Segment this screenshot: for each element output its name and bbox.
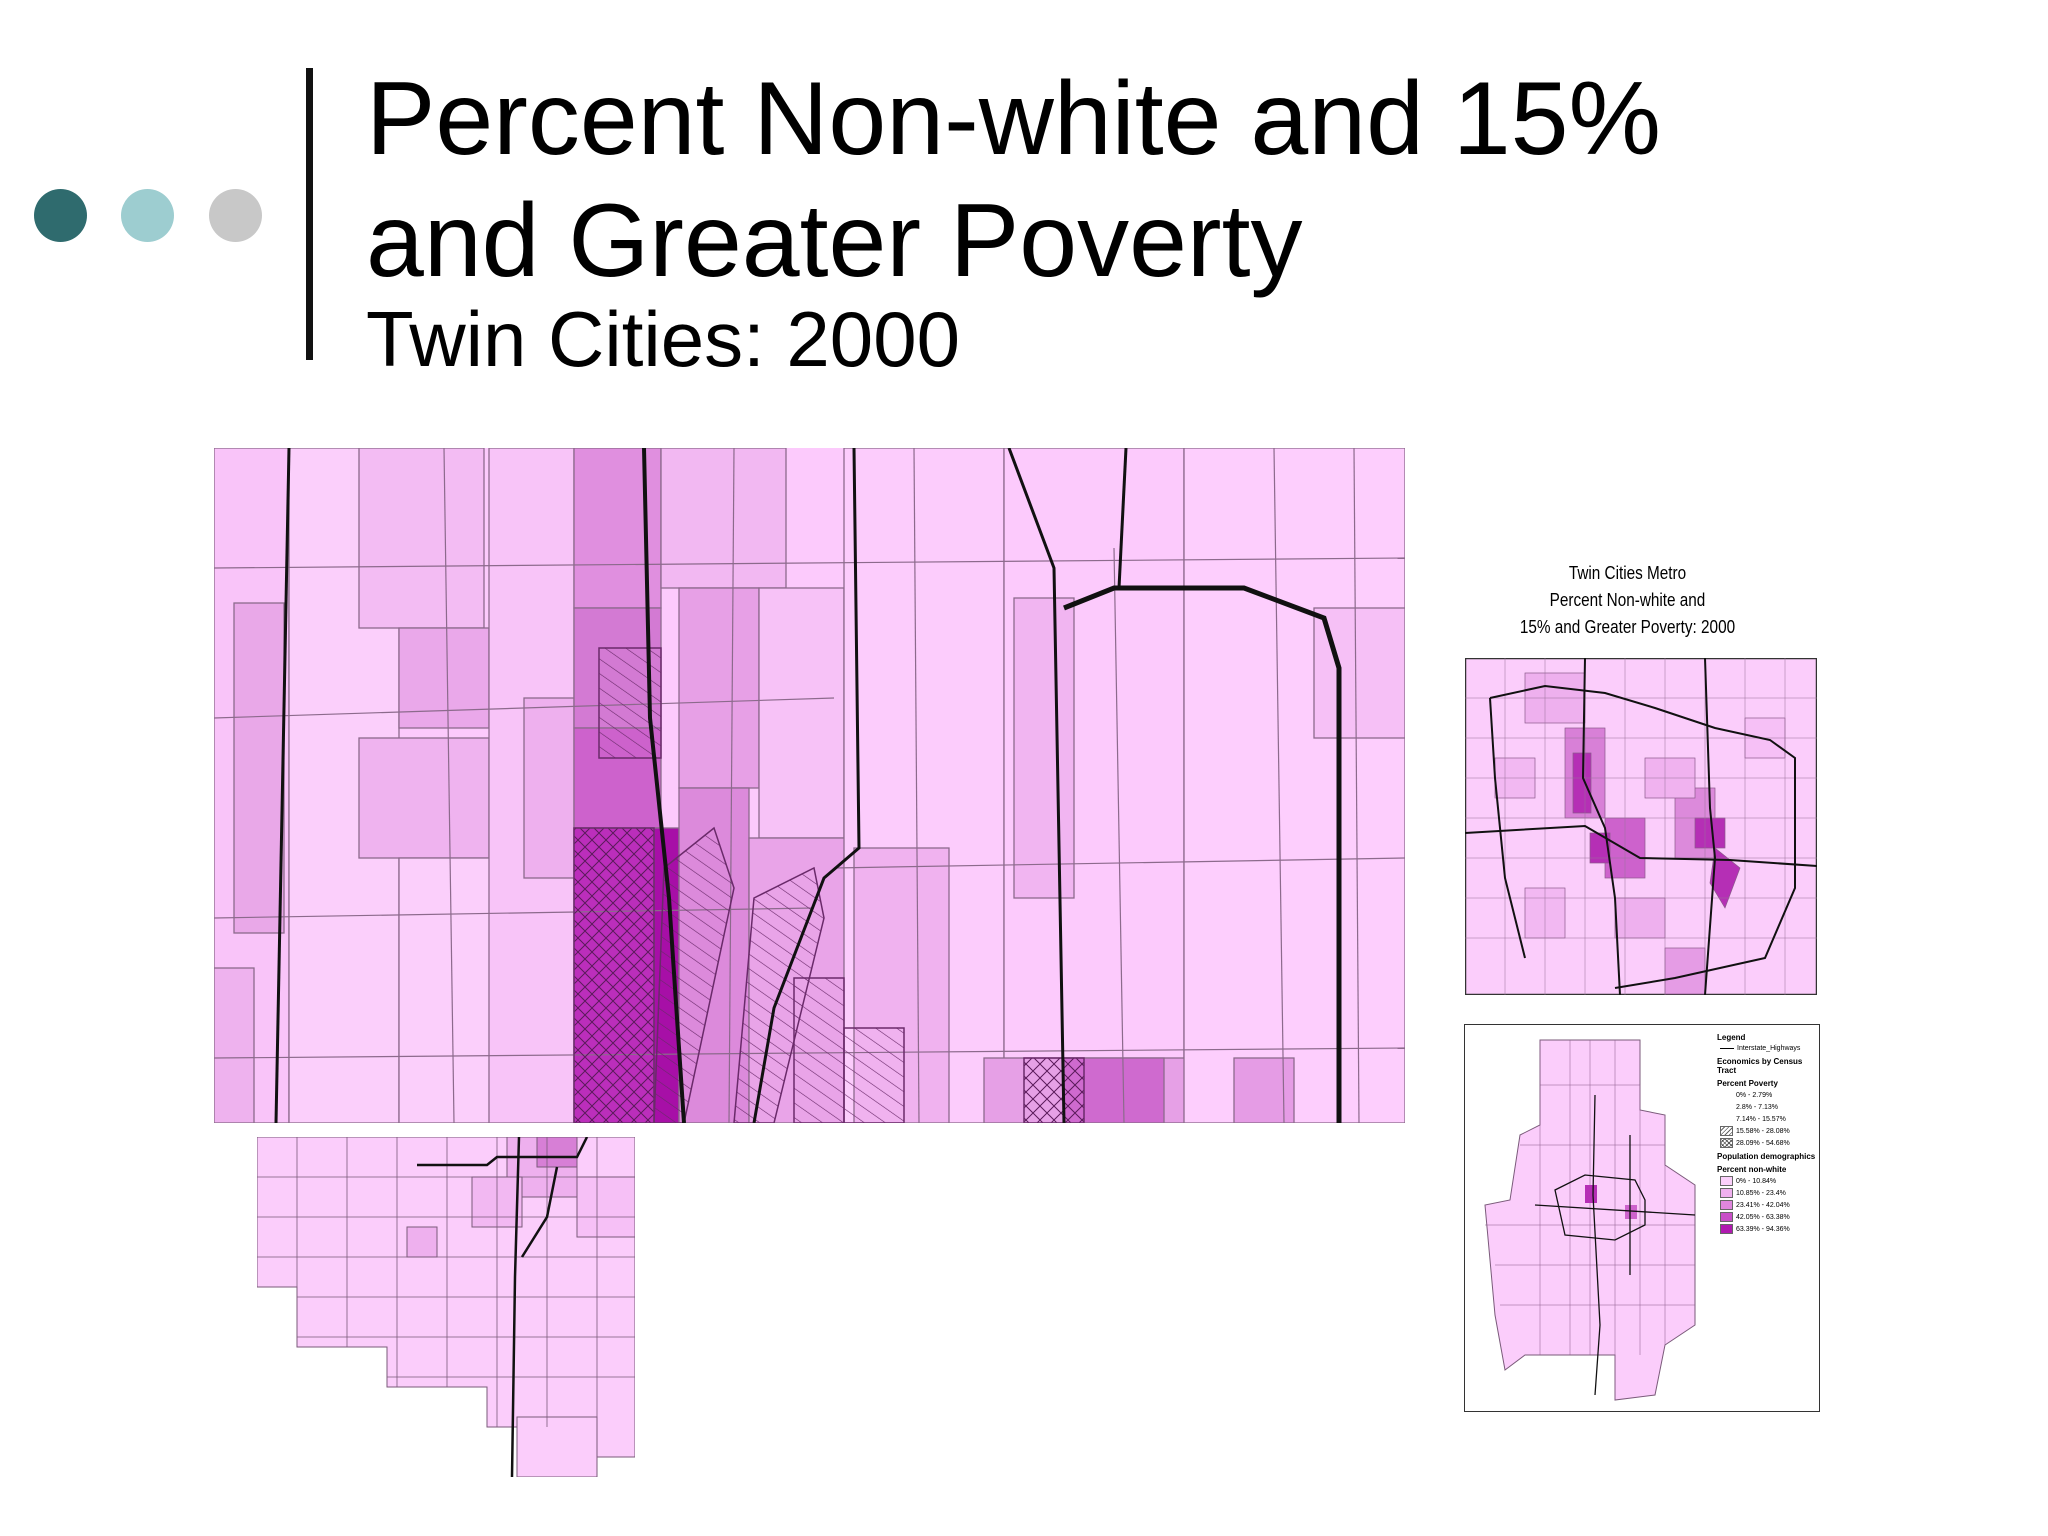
legend-poverty-label: 28.09% - 54.68%	[1736, 1139, 1790, 1147]
legend-poverty-title: Percent Poverty	[1717, 1079, 1778, 1088]
metro-map-title-line: Twin Cities Metro	[1568, 563, 1687, 583]
legend-heading: Legend	[1717, 1033, 1746, 1042]
legend-poverty-label: 15.58% - 28.08%	[1736, 1127, 1790, 1135]
legend-nonwhite-label: 0% - 10.84%	[1736, 1177, 1777, 1185]
legend-nonwhite-row: 0% - 10.84%	[1720, 1176, 1817, 1186]
legend-nonwhite-row: 23.41% - 42.04%	[1720, 1200, 1817, 1210]
legend-nonwhite-label: 23.41% - 42.04%	[1736, 1201, 1790, 1209]
legend-nonwhite-title: Percent non-white	[1717, 1165, 1787, 1174]
south-metro-map	[257, 1137, 635, 1477]
legend-poverty-row: 28.09% - 54.68%	[1720, 1138, 1817, 1148]
legend-poverty-row: 0% - 2.79%	[1720, 1090, 1817, 1100]
slide-dot-gray	[209, 189, 262, 242]
title-divider	[306, 68, 313, 360]
metro-map-title: Twin Cities Metro Percent Non-white and …	[1494, 560, 1762, 641]
legend-poverty-row: 15.58% - 28.08%	[1720, 1126, 1817, 1136]
legend-poverty-row: 2.8% - 7.13%	[1720, 1102, 1817, 1112]
legend-nonwhite-row: 63.39% - 94.36%	[1720, 1224, 1817, 1234]
legend-nonwhite-label: 10.85% - 23.4%	[1736, 1189, 1786, 1197]
legend: Legend Interstate_Highways Economics by …	[1717, 1029, 1817, 1236]
legend-highway-row: Interstate_Highways	[1720, 1044, 1817, 1053]
legend-highway-label: Interstate_Highways	[1737, 1045, 1801, 1052]
nonwhite-swatch	[1720, 1224, 1733, 1234]
legend-nonwhite-label: 63.39% - 94.36%	[1736, 1225, 1790, 1233]
metro-map-title-line: 15% and Greater Poverty: 2000	[1519, 617, 1736, 637]
metro-map-title-line: Percent Non-white and	[1549, 590, 1706, 610]
slide-dot-dark	[34, 189, 87, 242]
legend-inset-map	[1484, 1039, 1696, 1401]
nonwhite-swatch	[1720, 1212, 1733, 1222]
legend-poverty-label: 2.8% - 7.13%	[1736, 1103, 1779, 1111]
metro-overview-map	[1465, 658, 1817, 995]
legend-nonwhite-row: 10.85% - 23.4%	[1720, 1188, 1817, 1198]
slide-subtitle: Twin Cities: 2000	[366, 295, 960, 383]
legend-group-title: Economics by Census Tract	[1717, 1057, 1803, 1075]
legend-nonwhite-row: 42.05% - 63.38%	[1720, 1212, 1817, 1222]
highway-line-swatch	[1720, 1048, 1734, 1049]
legend-demographics-title: Population demographics	[1717, 1152, 1816, 1161]
nonwhite-swatch	[1720, 1188, 1733, 1198]
legend-poverty-label: 7.14% - 15.57%	[1736, 1115, 1786, 1123]
nonwhite-swatch	[1720, 1176, 1733, 1186]
slide-title: Percent Non-white and 15% and Greater Po…	[366, 61, 1661, 299]
legend-poverty-row: 7.14% - 15.57%	[1720, 1114, 1817, 1124]
slide-dot-teal	[121, 189, 174, 242]
legend-panel: Legend Interstate_Highways Economics by …	[1464, 1024, 1820, 1412]
zoomed-map	[214, 448, 1405, 1123]
legend-poverty-label: 0% - 2.79%	[1736, 1091, 1773, 1099]
nonwhite-swatch	[1720, 1200, 1733, 1210]
legend-nonwhite-label: 42.05% - 63.38%	[1736, 1213, 1790, 1221]
